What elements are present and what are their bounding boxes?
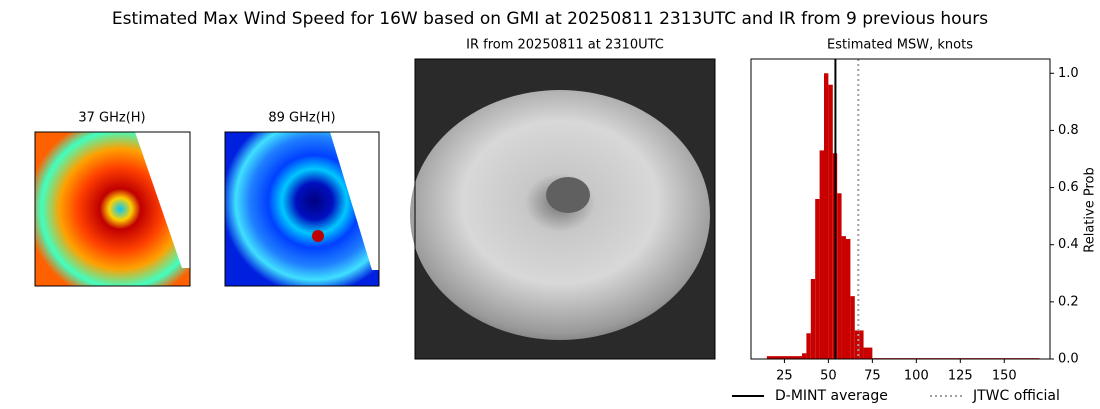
bar <box>806 333 811 359</box>
no-data-area <box>330 132 379 270</box>
x-tick-label: 125 <box>948 369 973 384</box>
bar <box>766 356 803 359</box>
bar <box>845 239 851 359</box>
panel-frame <box>224 131 380 287</box>
panel-title: IR from 20250811 at 2310UTC <box>466 38 664 53</box>
y-tick-label: 0.0 <box>1058 352 1079 367</box>
x-tick-label: 25 <box>776 369 793 384</box>
bar <box>810 279 816 359</box>
y-tick-label: 0.6 <box>1058 180 1079 195</box>
convection-spot <box>312 230 324 242</box>
y-tick-label: 0.8 <box>1058 123 1079 138</box>
panel-frame <box>414 58 716 360</box>
plot-frame <box>750 58 1051 360</box>
bar <box>823 73 829 360</box>
panel-title: 37 GHz(H) <box>78 111 145 126</box>
x-tick-label: 150 <box>992 369 1017 384</box>
panel-frame <box>34 131 191 287</box>
bar <box>837 193 842 359</box>
bar <box>854 330 860 359</box>
x-tick-label: 100 <box>904 369 929 384</box>
y-axis-label: Relative Prob <box>1083 167 1098 252</box>
histogram-plot: 25 50 75 100 125 150 0.0 0.2 0.4 0.6 0.8 1.0 <box>766 59 1079 384</box>
bar <box>802 353 807 359</box>
figure-title: Estimated Max Wind Speed for 16W based o… <box>112 9 988 29</box>
no-data-area <box>135 132 190 268</box>
legend: D-MINT average JTWC official <box>732 388 1060 404</box>
bar <box>815 199 820 359</box>
bar <box>819 150 824 359</box>
storm-eye <box>546 177 590 213</box>
bar <box>841 236 846 359</box>
legend-label: D-MINT average <box>775 388 888 404</box>
y-tick-label: 0.2 <box>1058 294 1079 309</box>
bar <box>828 84 833 359</box>
bar <box>850 296 855 359</box>
legend-label: JTWC official <box>972 388 1060 404</box>
cloud-mass <box>410 90 710 340</box>
x-tick-label: 50 <box>820 369 837 384</box>
panel-title: 89 GHz(H) <box>268 111 335 126</box>
y-tick-label: 1.0 <box>1058 66 1079 81</box>
chart-title: Estimated MSW, knots <box>827 38 973 53</box>
y-tick-label: 0.4 <box>1058 237 1079 252</box>
bar <box>863 347 873 359</box>
x-tick-label: 75 <box>864 369 881 384</box>
bar <box>859 330 864 359</box>
